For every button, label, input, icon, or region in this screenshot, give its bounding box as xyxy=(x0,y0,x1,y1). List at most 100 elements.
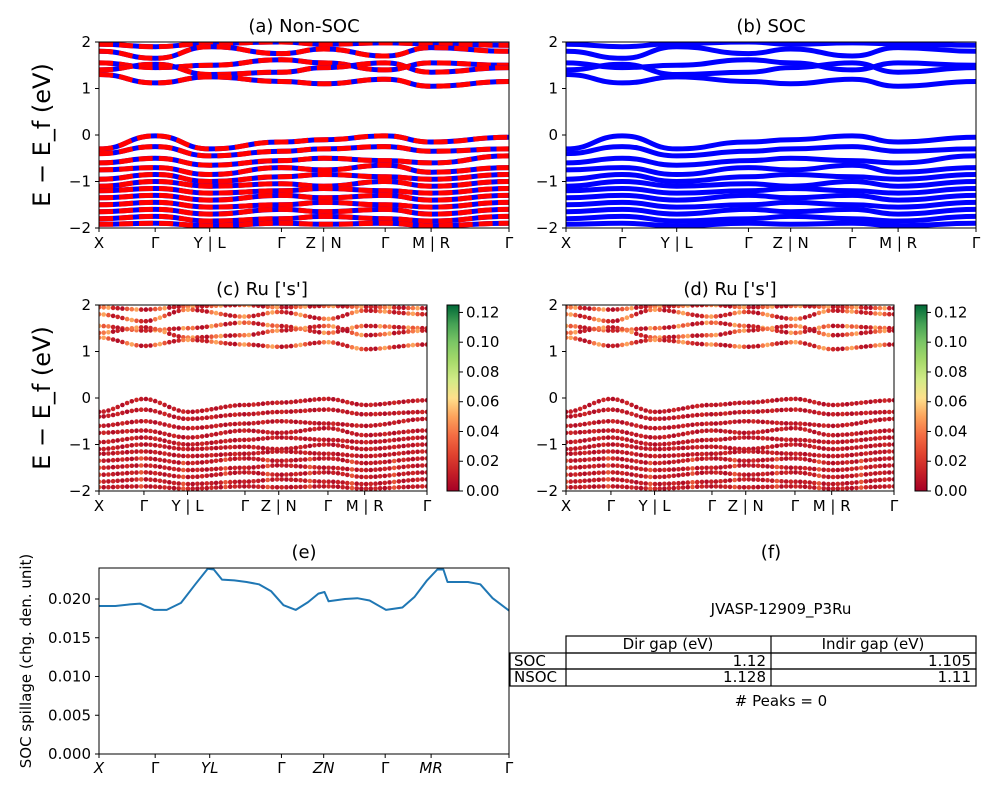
panel-c-point xyxy=(148,307,153,312)
panel-c-cb-tick-label: 0.00 xyxy=(466,482,499,500)
panel-c-point xyxy=(138,307,144,312)
panel-c-point xyxy=(106,336,111,341)
panel-d-point xyxy=(648,425,653,431)
panel-c-point xyxy=(162,479,167,484)
panel-c-point xyxy=(396,451,402,456)
panel-d-point xyxy=(877,305,883,311)
panel-c-point xyxy=(251,411,256,417)
panel-c-point xyxy=(232,421,238,427)
panel-c-point xyxy=(415,409,420,415)
panel-c-point xyxy=(115,328,120,334)
panel-d-point xyxy=(624,306,630,312)
panel-d-point xyxy=(634,485,639,491)
panel-d-point xyxy=(629,438,634,444)
panel-e-xtick-label: ZN xyxy=(312,759,335,777)
panel-c-point xyxy=(349,325,355,331)
col-header-dir: Dir gap (eV) xyxy=(623,635,714,653)
panel-d-point xyxy=(605,442,611,447)
panel-d-point xyxy=(704,437,709,443)
panel-c-point xyxy=(115,484,120,490)
panel-d-point xyxy=(727,401,733,407)
panel-d-point xyxy=(840,402,845,407)
panel-d-point xyxy=(873,311,878,316)
panel-d-point xyxy=(643,408,648,413)
panel-d-point xyxy=(587,478,592,483)
panel-d-point xyxy=(591,449,597,455)
panel-c-point xyxy=(223,413,228,418)
panel-e-ytick-label: 0.000 xyxy=(48,745,91,763)
panel-c-point xyxy=(115,429,120,435)
panel-c-point xyxy=(396,344,402,349)
panel-a-ytick-label: 2 xyxy=(81,33,91,51)
panel-c-point xyxy=(279,309,285,315)
panel-d-point xyxy=(816,473,822,479)
panel-c-point xyxy=(171,326,177,332)
panel-c-point xyxy=(321,484,327,489)
panel-c-point xyxy=(391,485,397,490)
panel-d-point xyxy=(760,343,766,348)
panel-d-point xyxy=(765,457,770,463)
panel-d-point xyxy=(840,467,845,473)
panel-c-point xyxy=(209,339,214,344)
panel-c-point xyxy=(209,334,214,340)
panel-c-point xyxy=(157,450,163,456)
panel-d-point xyxy=(566,312,569,317)
panel-b-ytick-label: −1 xyxy=(536,173,558,191)
panel-a-xtick-label: Γ xyxy=(381,234,390,252)
panel-d-point xyxy=(769,464,775,470)
panel-c-point xyxy=(354,446,360,451)
panel-c-point xyxy=(181,442,186,447)
panel-d-point xyxy=(891,442,894,447)
panel-d-point xyxy=(849,445,855,451)
panel-d-point xyxy=(577,406,583,412)
panel-d-point xyxy=(835,308,841,314)
panel-c-point xyxy=(223,438,228,444)
panel-c-point xyxy=(410,470,416,476)
panel-d-point xyxy=(826,305,831,310)
panel-c-point xyxy=(307,464,313,470)
panel-d-point xyxy=(629,340,634,346)
panel-c-point xyxy=(377,481,383,486)
panel-d-point xyxy=(858,305,864,310)
panel-d-point xyxy=(793,456,798,461)
panel-d-point xyxy=(615,419,620,425)
panel-c-point xyxy=(331,465,336,471)
panel-d-point xyxy=(723,478,728,484)
panel-c-point xyxy=(134,407,139,413)
panel-c-point xyxy=(143,419,149,424)
panel-c-point xyxy=(124,409,130,415)
panel-c-point xyxy=(246,444,252,450)
panel-c-point xyxy=(134,463,139,468)
panel-d-point xyxy=(821,411,826,417)
panel-d-point xyxy=(732,457,737,463)
panel-d-point xyxy=(783,470,789,475)
panel-d-point xyxy=(587,306,592,311)
panel-d-point xyxy=(849,459,855,465)
panel-c-point xyxy=(190,446,195,452)
panel-d-point xyxy=(694,456,700,462)
panel-c-point xyxy=(368,305,374,310)
panel-d-point xyxy=(863,419,869,425)
panel-c-point xyxy=(406,329,411,334)
panel-d-point xyxy=(858,485,864,490)
panel-c-point xyxy=(270,463,275,468)
panel-d-point xyxy=(685,405,691,410)
panel-d-point xyxy=(685,480,691,485)
panel-d-point xyxy=(844,324,850,329)
panel-c-point xyxy=(354,432,360,437)
panel-d-point xyxy=(826,323,831,329)
panel-c-point xyxy=(181,460,186,466)
panel-c-point xyxy=(340,480,346,485)
panel-d-point xyxy=(694,333,700,338)
panel-c-point xyxy=(387,309,392,315)
panel-d-point xyxy=(662,434,667,440)
panel-d-point xyxy=(680,334,686,339)
panel-d-point xyxy=(652,474,658,480)
panel-d-point xyxy=(887,416,892,422)
panel-c-point xyxy=(359,453,364,459)
panel-d-point xyxy=(596,399,602,404)
panel-d-point xyxy=(680,472,686,478)
panel-d-point xyxy=(793,451,798,457)
panel-c-point xyxy=(171,310,177,315)
panel-c-point xyxy=(152,326,158,332)
